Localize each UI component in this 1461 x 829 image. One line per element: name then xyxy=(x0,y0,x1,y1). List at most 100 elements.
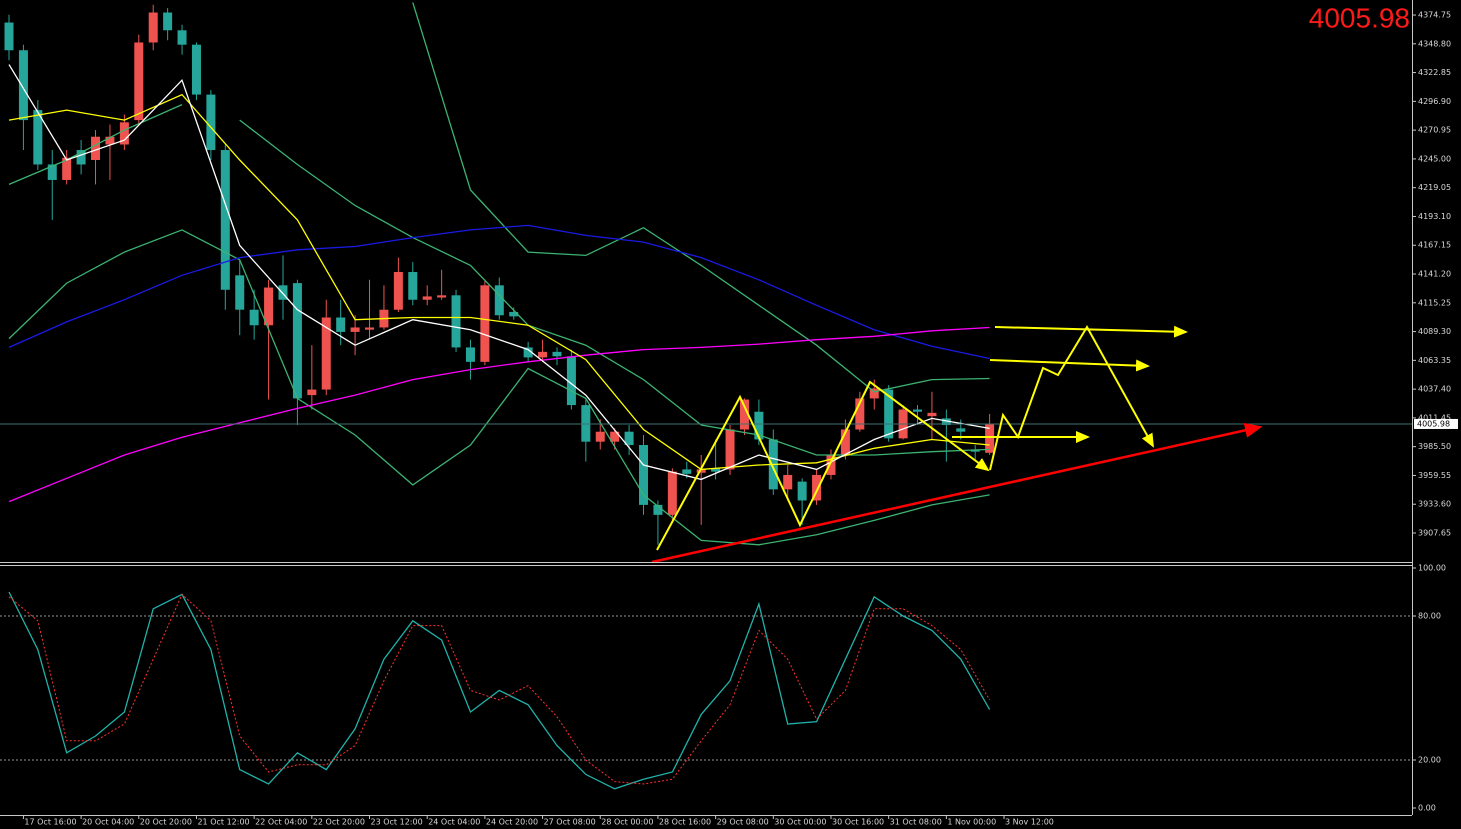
y-tick-label: 4089.30 xyxy=(1418,327,1451,336)
y-tick-label: 4141.20 xyxy=(1418,270,1451,279)
candle-body xyxy=(437,295,447,298)
y-tick-label: 4011.45 xyxy=(1418,413,1451,422)
candle-body xyxy=(220,150,230,290)
y-tick-label: 3959.55 xyxy=(1418,471,1451,480)
candle-body xyxy=(566,356,576,406)
candle-body xyxy=(206,94,216,151)
candle-body xyxy=(177,30,187,45)
candle-body xyxy=(667,471,677,515)
x-tick-label: 23 Oct 12:00 xyxy=(371,818,423,827)
y-tick-label: 0.00 xyxy=(1418,804,1436,813)
y-tick-label: 4245.00 xyxy=(1418,154,1451,163)
frame xyxy=(0,0,1413,816)
candle-body xyxy=(711,468,721,472)
y-tick-label: 4115.25 xyxy=(1418,298,1451,307)
indicator-line xyxy=(8,326,990,503)
candle-body xyxy=(595,431,605,442)
candle-body xyxy=(739,399,749,430)
x-tick-label: 20 Oct 04:00 xyxy=(82,818,134,827)
candle-body xyxy=(855,398,865,430)
candle-body xyxy=(913,409,923,412)
candle-body xyxy=(840,429,850,455)
x-tick-label: 28 Oct 00:00 xyxy=(601,818,653,827)
y-tick-label: 3907.65 xyxy=(1418,529,1451,538)
candle-body xyxy=(47,164,57,180)
candle-body xyxy=(624,431,634,446)
candle-body xyxy=(826,454,836,475)
candle-body xyxy=(307,389,317,396)
candle-body xyxy=(523,347,533,358)
candle-body xyxy=(292,283,302,399)
candle-body xyxy=(956,428,966,432)
forecast-arrow xyxy=(989,325,1154,471)
y-tick-label: 4296.90 xyxy=(1418,97,1451,106)
trend-arrow xyxy=(651,422,1263,564)
price-box-label: 4005.98 xyxy=(1417,419,1450,428)
x-tick-label: 24 Oct 20:00 xyxy=(486,818,538,827)
candle-body xyxy=(163,12,173,31)
candle-body xyxy=(725,429,735,470)
candle-body xyxy=(264,287,274,326)
x-tick-label: 29 Oct 08:00 xyxy=(717,818,769,827)
candle-body xyxy=(797,481,807,501)
y-tick-label: 4219.05 xyxy=(1418,183,1451,192)
candle-body xyxy=(581,405,591,442)
x-tick-label: 22 Oct 20:00 xyxy=(313,818,365,827)
candle-body xyxy=(191,44,201,95)
indicator-line xyxy=(8,591,991,790)
candle-body xyxy=(321,317,331,390)
candle-body xyxy=(91,136,101,161)
candle-body xyxy=(639,445,649,505)
candle-body xyxy=(869,388,879,399)
x-tick-label: 31 Oct 08:00 xyxy=(890,818,942,827)
candle-body xyxy=(494,285,504,316)
indicator-line xyxy=(8,229,990,546)
x-tick-label: 22 Oct 04:00 xyxy=(255,818,307,827)
candle-body xyxy=(422,296,432,300)
candle-body xyxy=(884,389,894,439)
indicator-line xyxy=(8,64,990,481)
y-tick-label: 4348.80 xyxy=(1418,39,1451,48)
candle-body xyxy=(696,469,706,473)
y-tick-label: 100.00 xyxy=(1418,564,1446,573)
candle-body xyxy=(408,272,418,300)
indicator-line xyxy=(239,119,990,456)
price-box xyxy=(1414,418,1458,429)
y-tick-label: 4270.95 xyxy=(1418,126,1451,135)
candle-body xyxy=(783,474,793,490)
candle-body xyxy=(33,110,43,165)
x-tick-label: 21 Oct 12:00 xyxy=(197,818,249,827)
indicator-line xyxy=(8,2,990,393)
candle-body xyxy=(927,412,937,417)
candle-body xyxy=(148,12,158,43)
x-tick-label: 28 Oct 16:00 xyxy=(659,818,711,827)
candle-body xyxy=(76,150,86,165)
y-tick-label: 4322.85 xyxy=(1418,68,1451,77)
level-arrow xyxy=(994,325,1188,338)
candle-body xyxy=(235,275,245,310)
wave-arrow xyxy=(656,380,990,551)
candle-body xyxy=(4,22,14,51)
candle-body xyxy=(941,418,951,426)
y-tick-label: 80.00 xyxy=(1418,612,1441,621)
x-tick-label: 30 Oct 16:00 xyxy=(832,818,884,827)
candle-body xyxy=(278,285,288,300)
candle-body xyxy=(393,272,403,310)
y-tick-label: 3985.50 xyxy=(1418,442,1451,451)
candle-body xyxy=(365,327,375,330)
x-tick-label: 30 Oct 00:00 xyxy=(774,818,826,827)
y-tick-label: 4037.40 xyxy=(1418,385,1451,394)
candle-body xyxy=(119,122,129,145)
candle-body xyxy=(350,327,360,332)
current-price: 4005.98 xyxy=(1309,2,1410,33)
candle-body xyxy=(336,317,346,332)
candle-body xyxy=(105,136,115,145)
candle-body xyxy=(682,469,692,474)
candle-body xyxy=(62,157,72,180)
candle-body xyxy=(465,347,475,362)
x-tick-label: 3 Nov 12:00 xyxy=(1005,818,1054,827)
candle-body xyxy=(754,411,764,440)
x-tick-label: 27 Oct 08:00 xyxy=(544,818,596,827)
